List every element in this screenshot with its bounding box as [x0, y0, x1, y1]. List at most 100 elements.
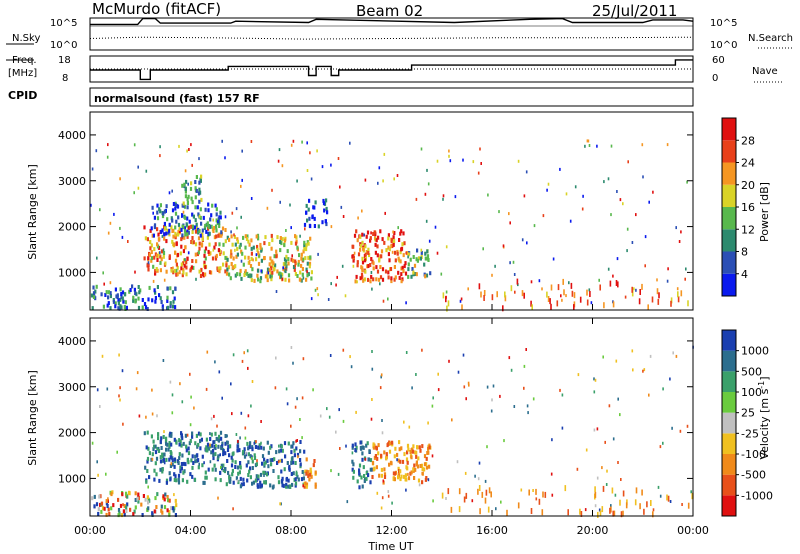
power-cell	[186, 205, 189, 210]
power-cell	[185, 272, 188, 277]
power-cell	[523, 292, 525, 299]
power-cell	[125, 305, 128, 310]
power-cell	[243, 273, 246, 277]
power-cell	[275, 249, 278, 254]
velocity-cell	[373, 466, 376, 471]
power-cell	[163, 232, 166, 237]
velocity-cell	[598, 508, 601, 512]
power-cell	[477, 171, 480, 175]
velocity-cell	[228, 475, 231, 480]
power-cell	[407, 252, 410, 257]
velocity-cell	[213, 414, 215, 418]
power-cell	[670, 297, 673, 304]
power-cell	[154, 271, 157, 276]
power-cell	[117, 301, 120, 306]
power-cell	[212, 229, 215, 233]
velocity-cell	[175, 439, 178, 444]
power-cell	[400, 229, 403, 234]
velocity-cell	[399, 459, 402, 464]
power-cell	[393, 231, 396, 235]
power-cell	[369, 279, 372, 284]
power-cell	[121, 235, 124, 239]
velocity-cell	[532, 397, 535, 401]
velocity-cell	[245, 463, 248, 468]
power-cell	[598, 278, 600, 282]
power-cell	[162, 251, 166, 255]
noise-panel-frame	[89, 17, 694, 51]
power-cell	[436, 159, 439, 163]
power-cell	[521, 290, 524, 297]
velocity-cell	[239, 476, 242, 481]
velocity-cell	[275, 356, 277, 360]
power-cell	[392, 242, 395, 247]
velocity-cell	[255, 474, 258, 479]
velocity-cell	[319, 414, 322, 418]
velocity-cell	[266, 458, 269, 463]
power-cell	[429, 271, 432, 276]
velocity-cell	[478, 485, 481, 491]
velocity-cell	[303, 484, 306, 489]
velocity-cell	[226, 440, 229, 445]
power-cell	[226, 267, 229, 272]
velocity-cell	[530, 508, 533, 514]
power-cell	[303, 222, 307, 227]
power-cell	[170, 268, 173, 273]
power-cell	[147, 261, 150, 265]
power-cell	[571, 290, 574, 297]
power-cell	[588, 288, 591, 292]
power-cell	[187, 194, 190, 199]
velocity-cell	[403, 452, 406, 457]
velocity-cell	[182, 461, 185, 466]
power-cell	[382, 179, 384, 183]
velocity-cell	[173, 506, 176, 511]
velocity-cell	[144, 465, 147, 470]
power-cell	[400, 279, 403, 284]
velocity-cell	[559, 388, 561, 392]
power-cell	[417, 256, 421, 261]
velocity-cell	[214, 360, 216, 364]
power-cell	[222, 262, 225, 267]
power-cell	[278, 148, 281, 152]
power-cell	[284, 269, 287, 274]
power-cell	[445, 296, 447, 303]
power-cell	[117, 306, 120, 311]
velocity-cell	[291, 482, 294, 487]
velocity-cell	[305, 482, 309, 487]
power-cell	[442, 292, 445, 299]
power-cell	[270, 266, 273, 271]
power-cell	[364, 178, 367, 182]
power-cell	[291, 254, 293, 258]
power-cell	[102, 304, 105, 309]
velocity-cell	[274, 386, 277, 390]
power-cell	[562, 278, 564, 285]
power-cell	[633, 287, 635, 291]
power-ytick-label-1: 2000	[58, 221, 86, 234]
power-cell	[181, 215, 183, 218]
velocity-cell	[672, 351, 674, 355]
power-cell	[301, 272, 304, 277]
power-cell	[362, 247, 365, 252]
velocity-cell	[273, 457, 276, 462]
velocity-cell	[137, 496, 140, 500]
power-cell	[542, 214, 545, 218]
power-cell	[251, 267, 254, 272]
power-cell	[168, 254, 171, 259]
power-cell	[284, 259, 288, 264]
velocity-cell	[222, 449, 225, 453]
power-cell	[375, 238, 378, 243]
velocity-cell	[303, 472, 306, 476]
power-cell	[217, 233, 220, 238]
power-cell	[161, 304, 164, 309]
power-cell	[186, 197, 189, 201]
power-cell	[123, 305, 126, 309]
velocity-cell	[367, 457, 371, 462]
power-cell	[309, 151, 311, 155]
velocity-cell	[133, 509, 136, 514]
velocity-cell	[481, 491, 484, 498]
velocity-cell	[335, 430, 337, 434]
power-cell	[638, 298, 641, 305]
velocity-cell	[308, 477, 311, 482]
power-cell	[227, 265, 231, 270]
velocity-cell	[217, 444, 220, 449]
power-cell	[355, 229, 358, 234]
